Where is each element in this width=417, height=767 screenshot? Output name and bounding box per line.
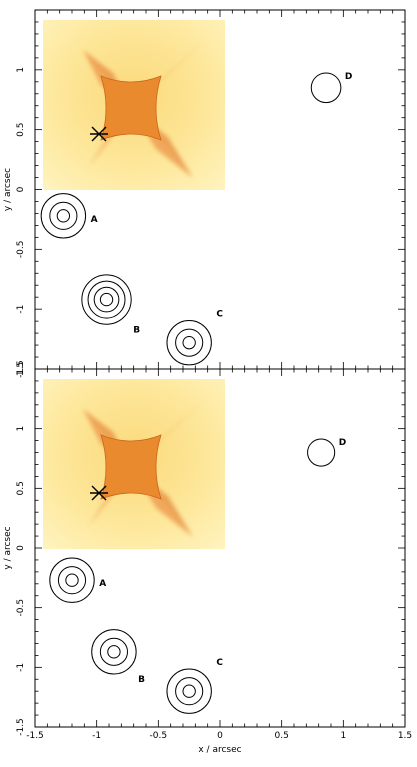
image-a: A bbox=[40, 193, 98, 239]
image-label: C bbox=[216, 658, 223, 668]
image-a: A bbox=[49, 557, 106, 603]
contour-ring bbox=[49, 201, 78, 230]
tick-marks bbox=[34, 368, 406, 728]
y-tick-label: 0 bbox=[16, 545, 26, 551]
contour-ring bbox=[87, 280, 126, 319]
y-axis-label: y / arcsec bbox=[3, 526, 13, 569]
image-c: C bbox=[166, 309, 223, 366]
x-tick-label: -1 bbox=[92, 731, 101, 741]
contour-ring bbox=[166, 668, 212, 714]
contour-ring bbox=[107, 645, 121, 659]
y-tick-label: 0 bbox=[16, 186, 26, 192]
y-tick-label: 1 bbox=[16, 67, 26, 73]
image-label: B bbox=[138, 675, 145, 685]
contour-ring bbox=[166, 319, 212, 366]
y-tick-label: -1.5 bbox=[16, 360, 26, 378]
image-b: B bbox=[91, 629, 145, 685]
contour-ring bbox=[182, 336, 196, 350]
y-tick-label: 1 bbox=[16, 426, 26, 432]
contour-ring bbox=[65, 573, 79, 587]
caustic-inset bbox=[43, 379, 225, 549]
image-label: A bbox=[91, 215, 98, 225]
image-label: C bbox=[216, 309, 223, 319]
x-tick-label: -0.5 bbox=[150, 731, 168, 741]
contour-ring bbox=[81, 274, 132, 325]
x-tick-label: 0 bbox=[217, 731, 223, 741]
x-tick-label: 1.5 bbox=[398, 731, 412, 741]
source-star-marker bbox=[90, 126, 108, 142]
y-tick-label: -0.5 bbox=[16, 599, 26, 617]
image-label: B bbox=[133, 325, 140, 335]
y-tick-label: 0.5 bbox=[16, 123, 26, 137]
y-tick-label: 0.5 bbox=[16, 481, 26, 495]
x-axis-label: x / arcsec bbox=[198, 745, 241, 755]
x-tick-label: 0.5 bbox=[275, 731, 289, 741]
contour-ring bbox=[40, 193, 87, 239]
image-d: D bbox=[310, 72, 352, 104]
contour-ring bbox=[57, 566, 87, 595]
image-d: D bbox=[307, 438, 346, 467]
contour-ring bbox=[99, 292, 114, 307]
y-tick-label: -1 bbox=[16, 305, 26, 314]
contour-ring bbox=[307, 438, 336, 467]
image-label: A bbox=[99, 579, 106, 589]
image-c: C bbox=[166, 658, 223, 714]
contour-ring bbox=[49, 557, 95, 603]
y-tick-label: -1 bbox=[16, 663, 26, 672]
contour-ring bbox=[93, 286, 120, 313]
image-b: B bbox=[81, 274, 140, 335]
contour-ring bbox=[310, 72, 342, 104]
contour-ring bbox=[175, 677, 204, 706]
y-tick-label: -0.5 bbox=[16, 241, 26, 259]
contour-ring bbox=[91, 629, 137, 675]
image-label: D bbox=[345, 72, 352, 82]
caustic-astroid bbox=[100, 75, 162, 141]
panel-1: -1.5 -1 -0.5 0 0.5 1 y / arcsec A B C D bbox=[3, 9, 406, 378]
contour-ring bbox=[99, 637, 129, 666]
caustic-inset bbox=[43, 20, 225, 190]
image-label: D bbox=[339, 438, 346, 448]
contour-ring bbox=[182, 684, 196, 698]
y-tick-label: 1.5 bbox=[16, 362, 26, 376]
source-star-marker bbox=[90, 485, 108, 501]
x-tick-label: -1.5 bbox=[26, 731, 44, 741]
contour-ring bbox=[56, 209, 71, 223]
y-tick-label: -1.5 bbox=[16, 718, 26, 736]
panel-2: -1.5 -1 -0.5 0 0.5 1 1.5 y / arcsec -1.5 -1 -0.5 0 0… bbox=[3, 362, 412, 755]
contour-ring bbox=[175, 328, 204, 357]
caustic-astroid bbox=[100, 434, 162, 500]
x-tick-label: 1 bbox=[340, 731, 346, 741]
y-axis-label: y / arcsec bbox=[3, 168, 13, 211]
